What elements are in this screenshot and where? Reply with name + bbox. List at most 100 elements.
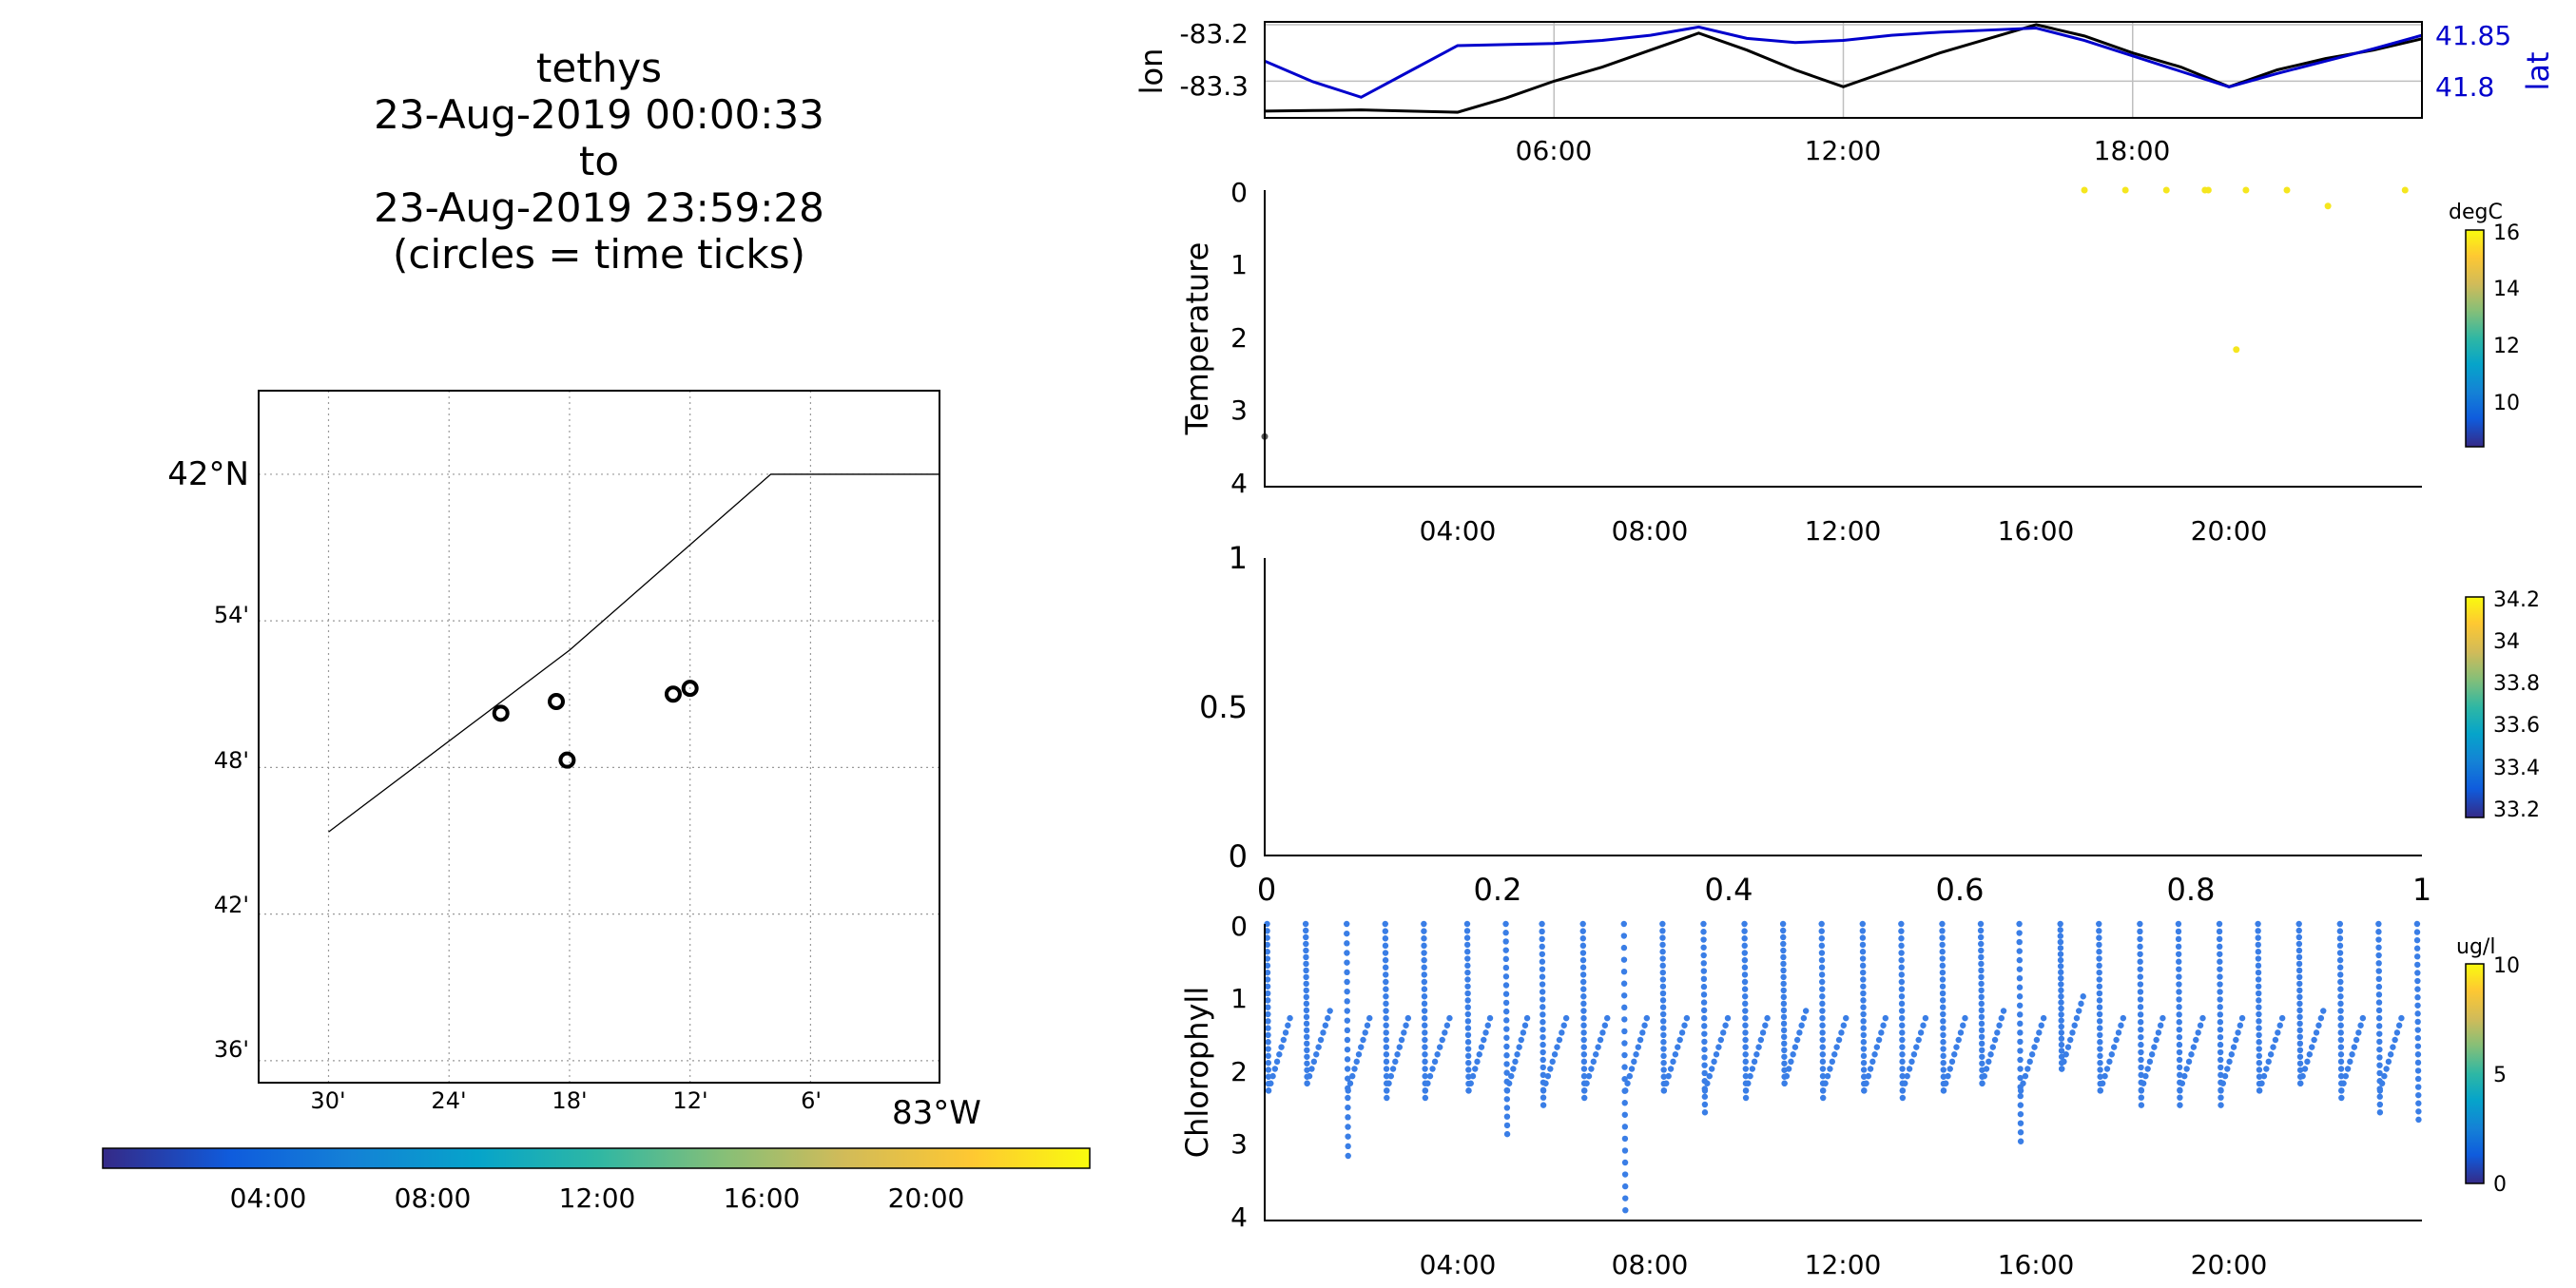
chlorophyll-point xyxy=(1780,1020,1788,1028)
chlorophyll-point xyxy=(1464,1052,1472,1060)
chlorophyll-point xyxy=(1464,1031,1472,1039)
chlorophyll-point xyxy=(1859,962,1867,970)
chlorophyll-point xyxy=(1446,1014,1453,1022)
chlorophyll-point xyxy=(1503,1130,1511,1138)
map-lon-tick-label: 24' xyxy=(431,1087,466,1114)
chlorophyll-point xyxy=(1742,1029,1749,1036)
chlorophyll-point xyxy=(1502,938,1509,945)
chlorophyll-point xyxy=(1503,1052,1510,1059)
chlorophyll-point xyxy=(1704,1080,1711,1086)
chlorophyll-point xyxy=(1579,950,1587,956)
chlorophyll-point xyxy=(1802,1008,1810,1014)
chlorophyll-point xyxy=(2336,942,2344,950)
chlorophyll-point xyxy=(2414,1075,2422,1083)
chlorophyll-x-tick-label: 04:00 xyxy=(1420,1249,1497,1280)
chlorophyll-point xyxy=(1819,986,1826,992)
chlorophyll-point xyxy=(2256,1039,2262,1046)
chlorophyll-point xyxy=(1670,1058,1676,1066)
chlorophyll-point xyxy=(1780,1000,1788,1008)
chlorophyll-point xyxy=(1835,1036,1843,1044)
chlorophyll-point xyxy=(1711,1058,1717,1066)
chlorophyll-point xyxy=(1979,1080,1985,1086)
chlorophyll-point xyxy=(2096,955,2102,962)
chlorophyll-point xyxy=(1915,1036,1922,1044)
chlorophyll-point xyxy=(2296,1013,2303,1021)
chlorophyll-point xyxy=(1620,992,1628,999)
chlorophyll-point xyxy=(2017,1029,2024,1036)
chlorophyll-point xyxy=(1899,1094,1907,1102)
chlorophyll-point xyxy=(2218,1102,2224,1108)
map-lon-tick-label: 6' xyxy=(801,1087,822,1114)
chlorophyll-point xyxy=(1593,1051,1599,1058)
chlorophyll-point xyxy=(1360,1036,1366,1044)
chlorophyll-point xyxy=(1269,1072,1276,1080)
chlorophyll-point xyxy=(1382,956,1389,964)
chlorophyll-point xyxy=(2138,1026,2144,1033)
chlorophyll-point xyxy=(1672,1051,1679,1058)
chlorophyll-point xyxy=(1781,1040,1788,1048)
chlorophyll-point xyxy=(1700,968,1708,974)
chlorophyll-point xyxy=(1781,1060,1788,1067)
chlorophyll-point xyxy=(2146,1058,2154,1066)
chlorophyll-point xyxy=(1382,920,1388,928)
chlorophyll-point xyxy=(1749,1066,1756,1072)
chlorophyll-point xyxy=(1344,1017,1351,1024)
chlorophyll-point xyxy=(2376,1038,2383,1046)
chlorophyll-point xyxy=(2216,920,2223,928)
chlorophyll-point xyxy=(2153,1036,2160,1044)
temperature-x-tick-label: 04:00 xyxy=(1420,515,1497,547)
chlorophyll-point xyxy=(1940,1025,1947,1031)
chlorophyll-point xyxy=(2058,1048,2065,1054)
chlorophyll-point xyxy=(1384,1087,1390,1094)
chlorophyll-point xyxy=(2017,1110,2024,1118)
chlorophyll-point xyxy=(1265,1018,1271,1025)
chlorophyll-point xyxy=(1660,1031,1667,1039)
chlorophyll-point xyxy=(1659,1010,1667,1018)
chlorophyll-point xyxy=(2016,956,2024,964)
chlorophyll-point xyxy=(1265,997,1271,1004)
chlorophyll-point xyxy=(1659,955,1666,962)
chlorophyll-point xyxy=(1349,1072,1356,1080)
chlorophyll-point xyxy=(2296,1020,2303,1028)
chlorophyll-point xyxy=(1940,1087,1947,1094)
empty-x-tick-label: 0.4 xyxy=(1705,872,1753,908)
chlorophyll-point xyxy=(2414,994,2421,1001)
chlorophyll-point xyxy=(2383,1066,2390,1072)
chlorophyll-point xyxy=(1422,1036,1428,1044)
chlorophyll-point xyxy=(1401,1029,1407,1036)
chlorophyll-point xyxy=(2057,932,2064,939)
chlorophyll-point xyxy=(2016,993,2024,1000)
chlorophyll-point xyxy=(1865,1072,1872,1080)
chlorophyll-point xyxy=(1867,1066,1874,1072)
chlorophyll-point xyxy=(1880,1022,1887,1028)
chlorophyll-point xyxy=(1429,1066,1436,1072)
chlorophyll-point xyxy=(1580,1029,1587,1036)
chlorophyll-point xyxy=(2255,920,2261,928)
chlorophyll-point xyxy=(1580,1087,1588,1094)
chlorophyll-point xyxy=(2195,1029,2201,1036)
chlorophyll-point xyxy=(1659,941,1666,949)
chlorophyll-point xyxy=(2138,1094,2145,1101)
chlorophyll-point xyxy=(1978,1040,1985,1048)
chlorophyll-point xyxy=(1303,933,1309,941)
chlorophyll-point xyxy=(2058,1023,2064,1030)
chlorophyll-point xyxy=(1383,1014,1389,1022)
chlorophyll-point xyxy=(1539,981,1546,988)
chlorophyll-point xyxy=(1539,928,1545,935)
chlorophyll-point xyxy=(1860,1010,1867,1018)
empty-panel: 1 0.5 0 0 0.2 0.4 0.6 0.8 1 34.2 34 33.8… xyxy=(1199,540,2540,908)
chlorophyll-point xyxy=(1265,1004,1271,1010)
chlorophyll-point xyxy=(1660,1018,1667,1025)
chlorophyll-point xyxy=(1621,1111,1628,1118)
lon-axis-label: lon xyxy=(1133,48,1170,95)
empty-colorbar-tick: 34.2 xyxy=(2493,588,2540,612)
chlorophyll-point xyxy=(1518,1036,1524,1044)
chlorophyll-point xyxy=(1643,1014,1651,1022)
map-time-tick-circle xyxy=(548,692,566,710)
chlorophyll-point xyxy=(1620,920,1627,928)
chlorophyll-point xyxy=(2137,935,2143,943)
chlorophyll-point xyxy=(2017,1102,2024,1108)
chlorophyll-point xyxy=(1315,1044,1322,1050)
chlorophyll-point xyxy=(1580,1058,1588,1066)
chlorophyll-point xyxy=(1745,1080,1752,1086)
